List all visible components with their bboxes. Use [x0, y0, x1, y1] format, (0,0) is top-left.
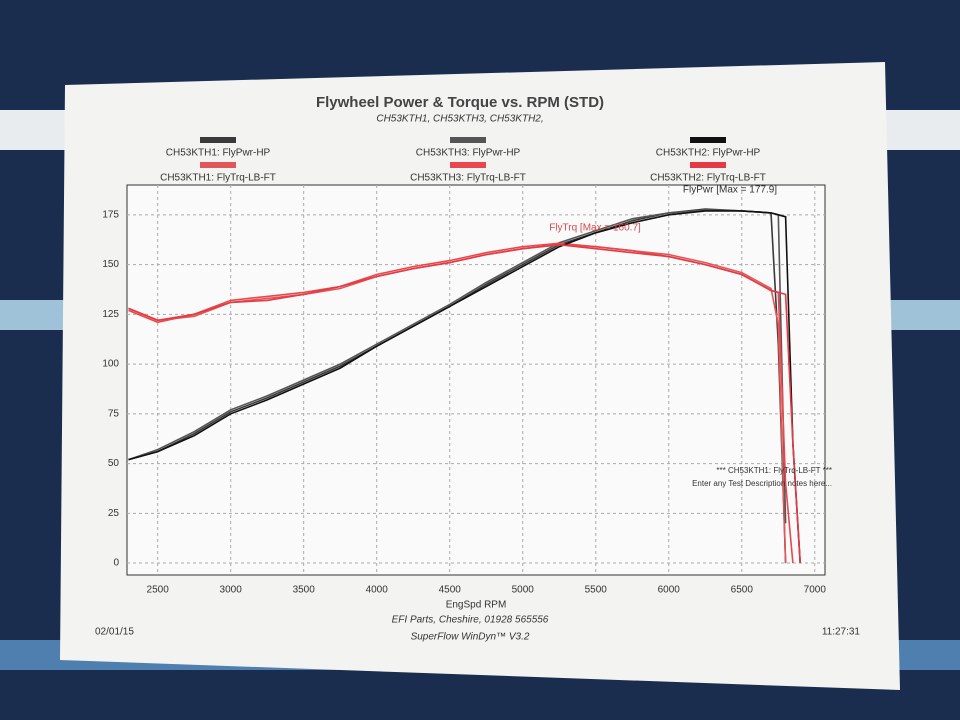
y-tick-label: 75: [108, 408, 120, 419]
footer-company: EFI Parts, Cheshire, 01928 565556: [392, 615, 549, 626]
y-tick-label: 125: [102, 309, 119, 320]
footer-software: SuperFlow WinDyn™ V3.2: [411, 632, 530, 643]
legend-label: CH53KTH2: FlyPwr-HP: [656, 148, 761, 159]
legend-label: CH53KTH2: FlyTrq-LB-FT: [650, 173, 766, 184]
legend-swatch: [200, 137, 236, 143]
legend-swatch: [690, 162, 726, 168]
footer-time: 11:27:31: [822, 627, 861, 638]
legend-label: CH53KTH1: FlyTrq-LB-FT: [160, 173, 276, 184]
x-tick-label: 5500: [585, 585, 608, 596]
x-tick-label: 4000: [366, 585, 389, 596]
plot-frame: [126, 184, 826, 576]
x-tick-label: 4500: [439, 585, 462, 596]
x-tick-label: 7000: [804, 585, 827, 596]
x-tick-label: 3500: [293, 585, 316, 596]
legend-label: CH53KTH1: FlyPwr-HP: [166, 148, 271, 159]
chart-title: Flywheel Power & Torque vs. RPM (STD): [316, 94, 604, 111]
footer-date: 02/01/15: [95, 627, 134, 638]
y-tick-label: 150: [102, 259, 119, 270]
x-tick-label: 6500: [731, 585, 754, 596]
legend-label: CH53KTH3: FlyPwr-HP: [416, 148, 521, 159]
annotation: FlyTrq [Max = 160.7]: [549, 223, 641, 234]
x-tick-label: 5000: [512, 585, 535, 596]
y-tick-label: 100: [102, 359, 119, 370]
legend-label: CH53KTH3: FlyTrq-LB-FT: [410, 173, 526, 184]
note: *** CH53KTH1: FlyTrq-LB-FT ***: [716, 466, 832, 475]
x-axis-label: EngSpd RPM: [446, 600, 507, 611]
legend-swatch: [450, 162, 486, 168]
annotation: FlyPwr [Max = 177.9]: [683, 185, 777, 196]
chart-subtitle: CH53KTH1, CH53KTH3, CH53KTH2,: [376, 114, 543, 125]
series-line: [128, 243, 801, 564]
legend-swatch: [450, 137, 486, 143]
y-tick-label: 25: [108, 508, 120, 519]
legend-swatch: [690, 137, 726, 143]
y-tick-label: 50: [108, 458, 120, 469]
x-tick-label: 2500: [147, 585, 170, 596]
note: Enter any Test Description notes here...: [692, 479, 832, 488]
y-tick-label: 175: [102, 209, 119, 220]
y-tick-label: 0: [113, 558, 119, 569]
x-tick-label: 6000: [658, 585, 681, 596]
x-tick-label: 3000: [220, 585, 243, 596]
legend-swatch: [200, 162, 236, 168]
series-line: [128, 210, 801, 564]
